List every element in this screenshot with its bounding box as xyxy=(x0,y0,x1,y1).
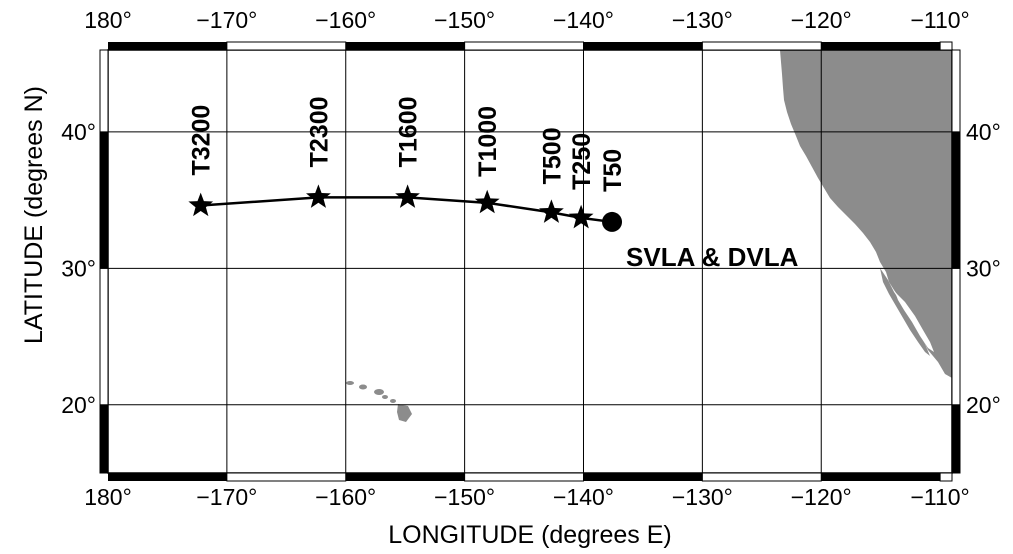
y-tick-label-right: 20° xyxy=(966,392,1001,418)
frame-bar-bottom xyxy=(345,473,465,481)
frame-bar-bottom xyxy=(226,472,347,482)
frame-bar-top xyxy=(821,42,941,50)
frame-bar-bottom xyxy=(108,473,227,481)
y-tick-label-left: 30° xyxy=(61,255,96,281)
frame-bar-top xyxy=(108,42,227,50)
x-tick-label-top: −110° xyxy=(910,7,969,33)
x-tick-label-bottom: −120° xyxy=(791,484,852,510)
transmission-label: T3200 xyxy=(188,105,216,176)
frame-bar-right xyxy=(951,404,961,474)
frame-bar-left xyxy=(99,267,109,406)
frame-bar-bottom xyxy=(701,472,822,482)
transmission-label: T50 xyxy=(599,149,627,192)
x-tick-label-top: −150° xyxy=(434,7,495,33)
frame-bar-bottom xyxy=(821,473,941,481)
baja-california xyxy=(880,268,930,356)
transmission-star-marker xyxy=(474,189,500,214)
x-tick-label-bottom: −110° xyxy=(910,484,969,510)
x-tick-label-top: −130° xyxy=(672,7,733,33)
array-label: SVLA & DVLA xyxy=(626,242,799,272)
frame-bar-left xyxy=(99,131,109,269)
frame-bar-top xyxy=(583,42,703,50)
north-america-coast xyxy=(780,50,952,378)
x-tick-label-top: −140° xyxy=(553,7,614,33)
transmission-label: T500 xyxy=(538,127,566,184)
graticule xyxy=(108,50,952,473)
frame-bar-left xyxy=(99,49,109,133)
land-masses xyxy=(346,50,952,422)
transmission-star-marker xyxy=(539,199,564,223)
frame-bar-right xyxy=(951,49,961,133)
frame-bar-bottom xyxy=(464,472,584,482)
y-axis-title: LATITUDE (degrees N) xyxy=(20,86,48,344)
hawaiian-islands xyxy=(346,381,412,422)
frame-bar-right xyxy=(951,131,961,269)
transmission-star-marker xyxy=(188,192,214,217)
x-tick-label-bottom: −140° xyxy=(553,484,614,510)
map-frame xyxy=(99,41,961,482)
frame-bar-left xyxy=(99,404,109,474)
x-tick-label-top: 180° xyxy=(84,7,132,33)
transmission-label: T1000 xyxy=(474,106,502,177)
frame-bar-top xyxy=(464,41,584,51)
transmission-star-marker xyxy=(306,184,331,208)
frame-bar-top xyxy=(939,41,953,51)
frame-bar-top xyxy=(701,41,822,51)
y-tick-label-right: 40° xyxy=(966,119,1001,145)
frame-bar-right xyxy=(951,267,961,406)
x-tick-label-bottom: −150° xyxy=(434,484,495,510)
y-tick-label-right: 30° xyxy=(966,255,1001,281)
x-tick-label-bottom: −170° xyxy=(196,484,257,510)
transmission-label: T1600 xyxy=(395,96,423,167)
receiver-dot-marker xyxy=(602,211,623,232)
y-tick-label-left: 40° xyxy=(61,119,96,145)
x-tick-label-bottom: −130° xyxy=(672,484,733,510)
transmission-star-marker xyxy=(568,204,594,229)
frame-bar-top xyxy=(226,41,347,51)
transmission-label: T2300 xyxy=(305,96,333,167)
x-tick-label-top: −120° xyxy=(791,7,852,33)
x-tick-label-top: −160° xyxy=(315,7,376,33)
y-tick-label-left: 20° xyxy=(61,392,96,418)
x-tick-label-bottom: −160° xyxy=(315,484,376,510)
x-axis-title: LONGITUDE (degrees E) xyxy=(388,521,671,549)
frame-bar-top xyxy=(345,42,465,50)
transmission-markers: T3200 T2300 T1600 T1000 T500 T250 T50 xyxy=(188,96,627,232)
x-tick-label-top: −170° xyxy=(196,7,257,33)
transmission-star-marker xyxy=(395,184,420,208)
frame-bar-bottom xyxy=(939,472,953,482)
transmission-label: T250 xyxy=(568,133,596,190)
tick-labels: 180° 180° −170° −170° −160° −160° −150° −150° −1… xyxy=(61,7,1001,510)
gulf-of-california xyxy=(895,292,934,352)
frame-bar-bottom xyxy=(583,473,703,481)
x-tick-label-bottom: 180° xyxy=(84,484,132,510)
